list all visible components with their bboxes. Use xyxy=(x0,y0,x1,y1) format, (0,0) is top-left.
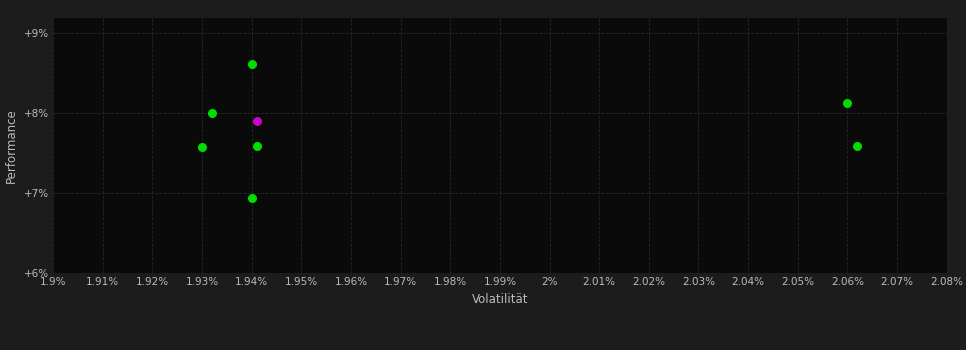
Point xyxy=(244,195,260,201)
Point xyxy=(839,100,855,106)
Point xyxy=(849,143,865,149)
Point xyxy=(204,110,219,116)
Point xyxy=(249,119,265,124)
Point xyxy=(244,61,260,66)
X-axis label: Volatilität: Volatilität xyxy=(471,293,528,306)
Point xyxy=(249,143,265,149)
Y-axis label: Performance: Performance xyxy=(5,108,18,183)
Point xyxy=(194,144,210,150)
